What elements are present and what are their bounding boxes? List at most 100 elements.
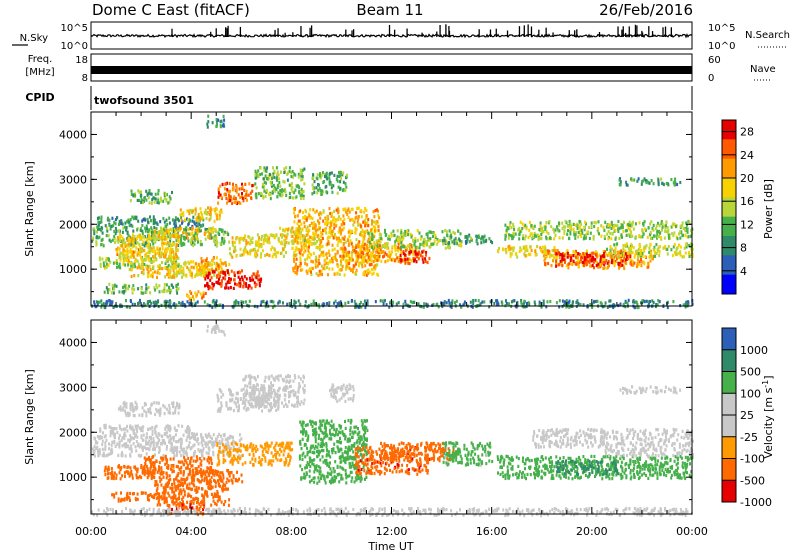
scatter-cell [182,266,185,270]
scatter-cell [415,260,418,264]
scatter-cell [376,229,379,233]
scatter-cell [301,253,304,257]
scatter-cell [185,450,188,454]
scatter-cell [324,222,327,226]
scatter-cell [202,269,205,273]
scatter-cell [408,247,411,251]
scatter-cell [263,166,266,170]
scatter-cell [269,180,272,184]
scatter-cell [553,256,555,260]
scatter-cell [622,265,625,269]
scatter-cell [547,231,550,236]
scatter-cell [436,242,439,246]
scatter-cell [126,305,129,309]
scatter-cell [175,254,178,259]
scatter-cell [462,303,465,307]
scatter-cell [354,246,356,250]
scatter-cell [206,212,208,216]
scatter-cell [582,303,585,307]
scatter-cell [120,438,123,442]
scatter-cell [659,245,661,249]
scatter-cell [571,262,574,266]
scatter-cell [416,238,419,242]
scatter-cell [647,265,650,269]
scatter-cell [558,305,561,309]
scatter-cell [118,222,120,226]
scatter-cell [173,447,176,451]
scatter-cell [639,235,642,239]
scatter-cell [374,243,376,247]
scatter-cell [602,258,605,262]
scatter-cell [318,303,321,307]
scatter-cell [197,262,200,267]
scatter-cell [546,300,549,304]
scatter-cell [630,222,633,226]
scatter-cell [136,241,139,245]
scatter-cell [614,259,617,264]
scatter-cell [223,230,226,234]
scatter-cell [165,237,168,241]
scatter-cell [359,245,362,249]
scatter-cell [275,251,278,255]
scatter-cell [192,244,195,248]
scatter-cell [240,275,243,279]
scatter-cell [554,249,557,253]
scatter-cell [372,225,375,229]
scatter-cell [366,240,369,244]
scatter-cell [237,301,240,305]
scatter-cell [621,263,624,267]
scatter-cell [507,236,510,240]
scatter-cell [583,228,586,232]
scatter-cell [141,291,143,295]
scatter-cell [656,248,659,252]
scatter-cell [480,241,483,245]
scatter-cell [683,255,685,259]
scatter-cell [351,207,354,211]
scatter-cell [626,183,629,187]
scatter-cell [395,247,398,252]
scatter-cell [406,257,409,261]
scatter-cell [479,302,482,306]
scatter-cell [327,273,329,277]
scatter-cell [118,440,121,444]
scatter-cell [606,305,609,309]
scatter-cell [108,218,111,222]
scatter-cell [165,218,168,222]
scatter-cell [207,114,210,118]
scatter-cell [145,283,148,287]
scatter-cell [402,237,405,241]
scatter-cell [199,292,202,296]
scatter-cell [609,231,612,235]
scatter-cell [187,294,190,298]
scatter-cell [340,255,343,259]
scatter-cell [364,248,367,252]
scatter-cell [169,227,172,232]
scatter-cell [175,284,178,288]
scatter-cell [302,194,305,198]
scatter-cell [605,225,608,229]
scatter-cell [349,218,352,222]
scatter-cell [139,237,142,241]
scatter-cell [344,247,347,251]
scatter-cell [170,288,173,293]
scatter-cell [280,251,283,255]
scatter-cell [245,193,248,197]
scatter-cell [158,236,161,240]
scatter-cell [538,303,541,307]
scatter-cell [640,248,643,253]
scatter-cell [130,223,133,227]
scatter-cell [193,443,196,447]
scatter-cell [101,453,104,458]
scatter-cell [202,259,205,263]
scatter-cell [377,213,380,217]
scatter-cell [172,303,175,307]
scatter-cell [111,284,114,288]
scatter-cell [140,198,143,202]
scatter-cell [619,261,622,265]
scatter-cell [242,199,245,203]
scatter-cell [154,221,157,225]
scatter-cell [261,172,263,176]
scatter-cell [634,253,637,257]
scatter-cell [651,255,653,259]
scatter-cell [333,272,336,276]
